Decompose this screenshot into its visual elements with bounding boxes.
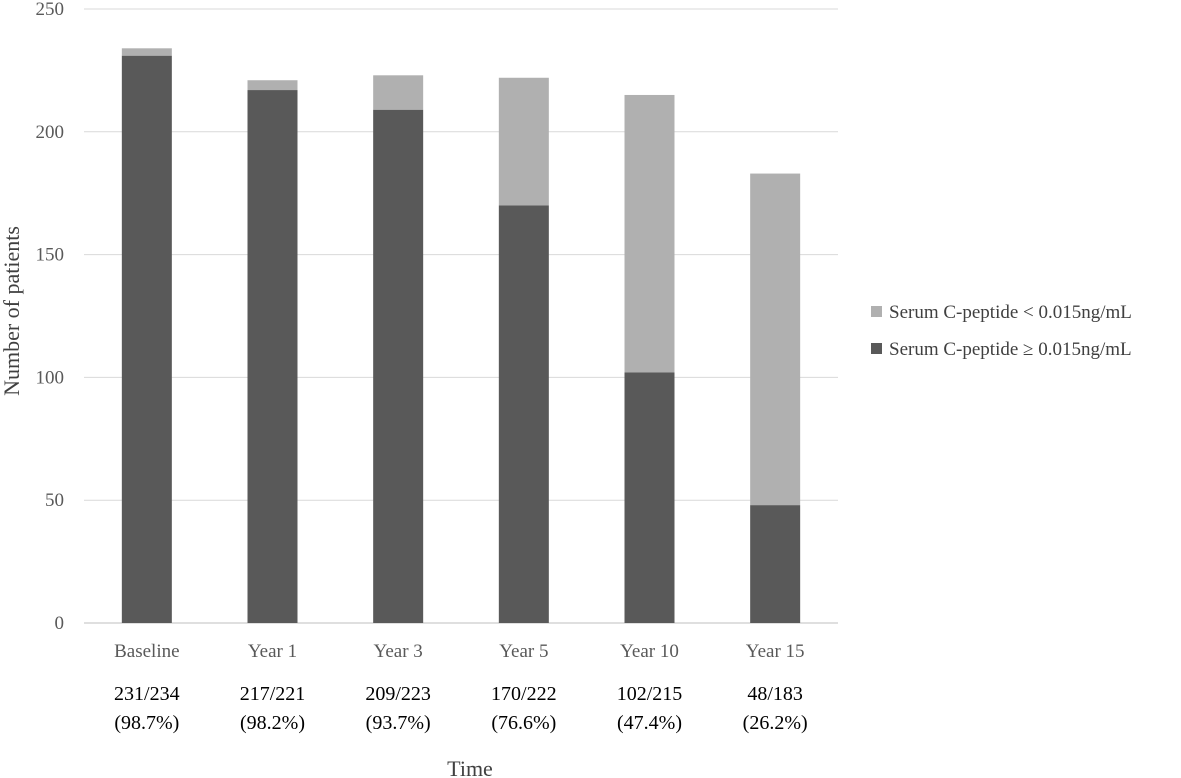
y-axis-label: Number of patients bbox=[0, 226, 24, 396]
bars bbox=[121, 48, 801, 624]
y-tick-250: 250 bbox=[36, 0, 65, 20]
x-tick-5: Year 15 bbox=[746, 641, 805, 662]
ratio-percent-0: (98.7%) bbox=[114, 712, 179, 734]
bar-above-3 bbox=[498, 205, 549, 624]
bar-below-0 bbox=[121, 48, 172, 56]
bar-above-1 bbox=[247, 90, 298, 624]
ratio-percent-3: (76.6%) bbox=[491, 712, 556, 734]
bar-below-3 bbox=[498, 77, 549, 206]
ratio-percent-1: (98.2%) bbox=[240, 712, 305, 734]
ratio-count-4: 102/215 bbox=[617, 683, 683, 705]
ratio-percent-4: (47.4%) bbox=[617, 712, 682, 734]
bar-below-2 bbox=[373, 75, 424, 110]
legend-swatch-above bbox=[871, 343, 882, 354]
y-tick-150: 150 bbox=[36, 245, 65, 266]
ratio-percent-2: (93.7%) bbox=[366, 712, 431, 734]
legend: Serum C-peptide < 0.015ng/mL Serum C-pep… bbox=[871, 302, 1132, 360]
y-tick-labels: 0 50 100 150 200 250 bbox=[36, 0, 65, 634]
x-axis-label: Time bbox=[447, 756, 493, 778]
ratio-percent-5: (26.2%) bbox=[743, 712, 808, 734]
ratio-labels: 231/234 (98.7%) 217/221 (98.2%) 209/223 (93.7… bbox=[114, 683, 808, 734]
bar-above-0 bbox=[121, 55, 172, 623]
legend-swatch-below bbox=[871, 306, 882, 317]
ratio-count-0: 231/234 bbox=[114, 683, 180, 705]
ratio-count-1: 217/221 bbox=[240, 683, 306, 705]
legend-label-below: Serum C-peptide < 0.015ng/mL bbox=[889, 302, 1132, 323]
x-tick-labels: Baseline Year 1 Year 3 Year 5 Year 10 Year 15 bbox=[114, 641, 804, 662]
ratio-count-3: 170/222 bbox=[491, 683, 557, 705]
y-tick-100: 100 bbox=[36, 367, 65, 388]
x-tick-0: Baseline bbox=[114, 641, 179, 662]
bar-below-5 bbox=[750, 173, 801, 506]
legend-label-above: Serum C-peptide ≥ 0.015ng/mL bbox=[889, 339, 1132, 360]
ratio-count-5: 48/183 bbox=[747, 683, 803, 705]
ratio-count-2: 209/223 bbox=[365, 683, 431, 705]
bar-above-5 bbox=[750, 505, 801, 623]
bar-above-2 bbox=[373, 109, 424, 624]
x-tick-4: Year 10 bbox=[620, 641, 679, 662]
x-tick-2: Year 3 bbox=[374, 641, 423, 662]
gridlines bbox=[84, 8, 838, 624]
bar-below-4 bbox=[624, 94, 675, 373]
y-tick-200: 200 bbox=[36, 122, 65, 143]
x-tick-3: Year 5 bbox=[499, 641, 548, 662]
y-tick-50: 50 bbox=[45, 490, 64, 511]
bar-below-1 bbox=[247, 80, 298, 91]
bar-above-4 bbox=[624, 372, 675, 623]
x-tick-1: Year 1 bbox=[248, 641, 297, 662]
y-tick-0: 0 bbox=[55, 613, 65, 634]
